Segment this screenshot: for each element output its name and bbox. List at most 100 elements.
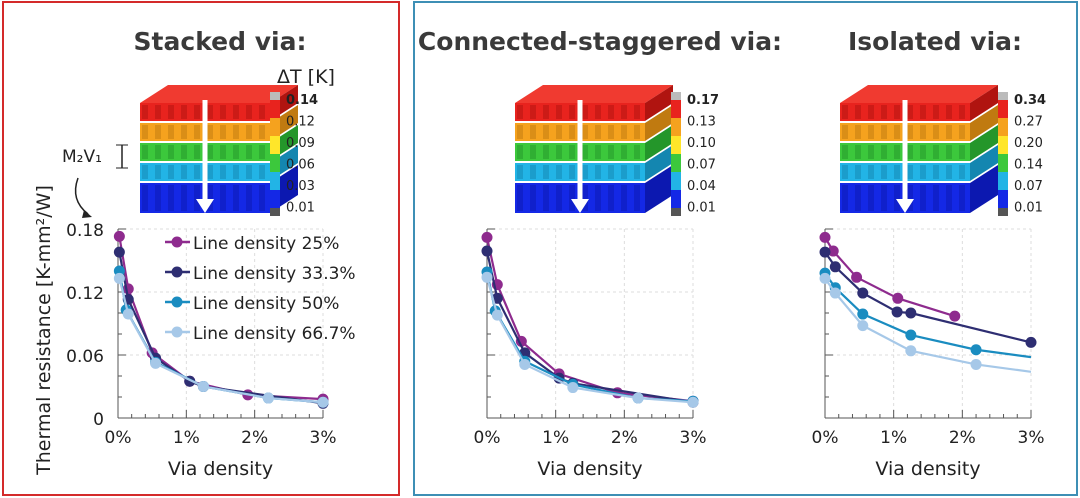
data-point [857, 320, 869, 332]
block-line [946, 105, 952, 119]
legend-label: Line density 50% [193, 294, 339, 314]
block-line [543, 145, 549, 159]
colorbar-segment [671, 100, 681, 118]
legend-marker [171, 326, 183, 338]
block-line [907, 145, 913, 159]
colorbar-segment [998, 100, 1008, 118]
block-side-face [645, 125, 673, 161]
data-point [819, 231, 831, 243]
block-line [207, 125, 213, 139]
block-line [608, 165, 614, 179]
colorbar-segment [270, 118, 280, 136]
block-line [920, 105, 926, 119]
x-tick-label: 0% [812, 428, 839, 448]
colorbar-label: 0.14 [286, 93, 318, 108]
block-line [207, 185, 213, 211]
block-line [894, 105, 900, 119]
block-line [595, 105, 601, 119]
colorbar-label: 0.14 [1014, 158, 1043, 173]
block-line [855, 105, 861, 119]
block-line [530, 165, 536, 179]
x-tick-label: 2% [611, 428, 638, 448]
block-line [920, 185, 926, 211]
block-line [907, 185, 913, 211]
data-point [113, 272, 125, 284]
block-line [933, 165, 939, 179]
data-point [481, 231, 493, 243]
block-line [621, 145, 627, 159]
block-line [959, 185, 965, 211]
block-line [220, 145, 226, 159]
block-line [207, 105, 213, 119]
data-point [949, 310, 961, 322]
block-line [959, 125, 965, 139]
block-line [517, 185, 523, 211]
block-line [543, 185, 549, 211]
delta-t-label: ΔT [K] [277, 66, 335, 88]
block-side-face [970, 145, 998, 181]
colorbar-label: 0.04 [687, 179, 716, 194]
block-line [246, 145, 252, 159]
block-line [530, 145, 536, 159]
block-line [855, 145, 861, 159]
block-line [168, 125, 174, 139]
colorbar-label: 0.07 [1014, 179, 1043, 194]
block-line [220, 185, 226, 211]
block-line [233, 185, 239, 211]
block-line [946, 165, 952, 179]
colorbar-label: 0.13 [687, 115, 716, 130]
legend-marker [171, 266, 183, 278]
colorbar-segment [671, 154, 681, 172]
colorbar-label: 0.06 [286, 158, 315, 173]
block-line [246, 125, 252, 139]
block-line [634, 125, 640, 139]
block-line [907, 105, 913, 119]
data-point [150, 357, 162, 369]
block-line [181, 185, 187, 211]
block-line [142, 125, 148, 139]
block-line [556, 125, 562, 139]
data-point [970, 358, 982, 370]
block-line [220, 125, 226, 139]
colorbar-segment [671, 118, 681, 136]
block-line [569, 105, 575, 119]
block-line [259, 145, 265, 159]
legend-label: Line density 33.3% [193, 264, 356, 284]
data-point [481, 271, 493, 283]
block-line [168, 165, 174, 179]
block-line [246, 105, 252, 119]
block-line [933, 105, 939, 119]
colorbar-label: 0.03 [286, 179, 315, 194]
block-line [155, 165, 161, 179]
block-top-face [140, 85, 298, 103]
x-tick-label: 1% [542, 428, 569, 448]
block-line [634, 165, 640, 179]
block-line [959, 105, 965, 119]
stacked-via-panel [2, 1, 400, 496]
data-point [197, 381, 209, 392]
colorbar-label: 0.01 [286, 201, 315, 216]
block-line [855, 185, 861, 211]
block-line [259, 185, 265, 211]
block-line [181, 105, 187, 119]
data-point [905, 329, 917, 341]
block-line [595, 145, 601, 159]
block-line [142, 145, 148, 159]
block-line [608, 145, 614, 159]
block-line [569, 165, 575, 179]
block-line [181, 145, 187, 159]
data-point [122, 308, 134, 320]
block-line [259, 165, 265, 179]
data-point [857, 308, 869, 320]
block-line [842, 185, 848, 211]
colorbar-label: 0.12 [286, 115, 315, 130]
series-line [118, 236, 324, 401]
block-line [569, 185, 575, 211]
data-point [317, 396, 329, 408]
block-line [621, 185, 627, 211]
block-side-face [645, 165, 673, 213]
block-line [894, 145, 900, 159]
block-line [946, 125, 952, 139]
block-line [530, 185, 536, 211]
x-tick-label: 3% [680, 428, 707, 448]
